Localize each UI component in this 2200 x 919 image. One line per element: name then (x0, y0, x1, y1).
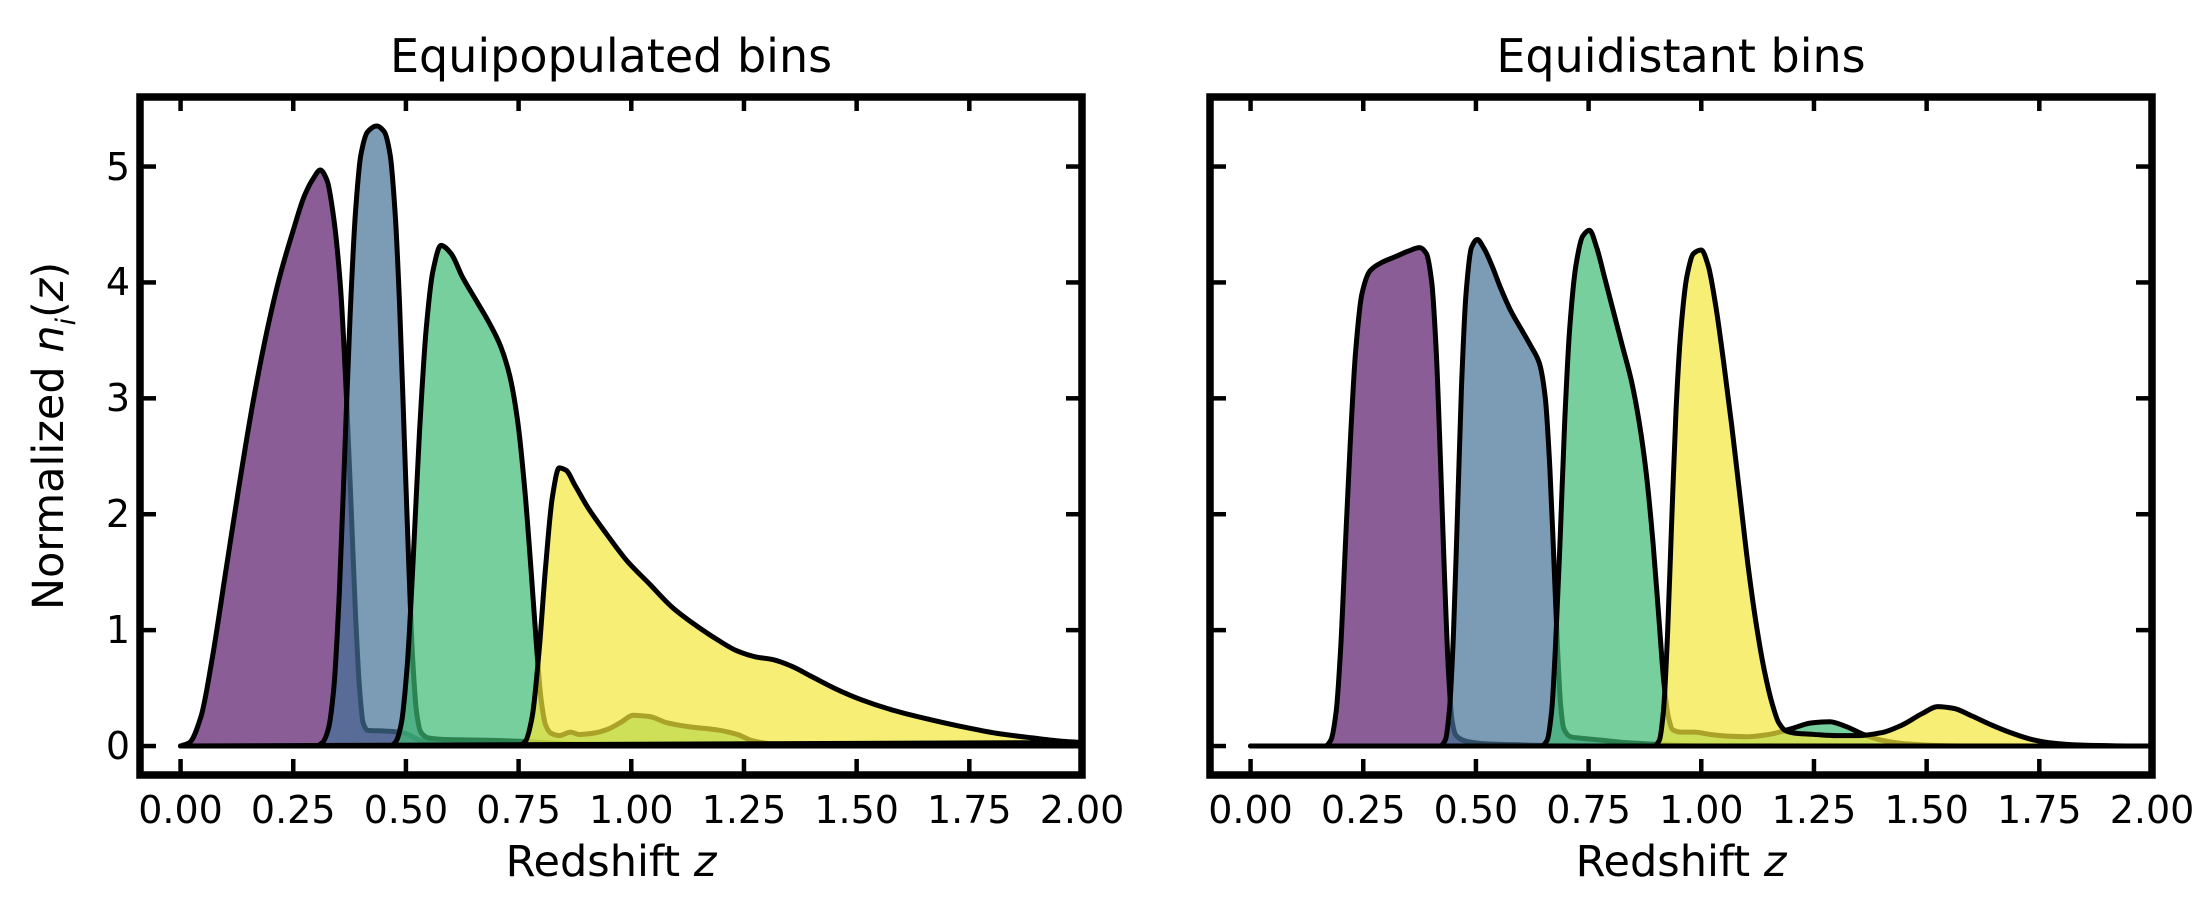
y-tick-label: 0 (105, 724, 130, 769)
kde-curve-equidistant-bin4 (1248, 247, 2155, 749)
x-tick-label: 1.00 (588, 788, 674, 832)
x-tick-label: 0.25 (250, 788, 336, 832)
axis-frame-equipopulated (136, 93, 1086, 779)
x-tick-label: 0.50 (1433, 788, 1519, 832)
x-tick-label: 0.75 (476, 788, 561, 832)
x-tick-label: 2.00 (1039, 788, 1125, 832)
x-tick-label: 1.50 (1884, 788, 1969, 832)
x-tick-label: 1.50 (814, 788, 899, 832)
x-tick-label: 0.00 (138, 788, 223, 832)
panel-title-equipopulated: Equipopulated bins (389, 29, 833, 83)
axis-label-part: Redshift (505, 837, 694, 887)
x-tick-label: 0.00 (1208, 788, 1293, 832)
y-tick-label: 1 (105, 608, 130, 653)
panel-title-equidistant: Equidistant bins (1496, 29, 1866, 83)
x-tick-label: 1.00 (1658, 788, 1744, 832)
x-tick-label: 1.75 (927, 788, 1012, 832)
kde-curve-equidistant-bin3 (1248, 227, 2155, 749)
axis-label-part: z (693, 837, 717, 887)
x-tick-label: 1.25 (1771, 788, 1857, 832)
x-tick-label: 0.25 (1320, 788, 1406, 832)
axis-label-part: Redshift (1575, 837, 1764, 887)
x-axis-label-left: Redshift z (140, 838, 1082, 886)
x-tick-label: 1.25 (701, 788, 787, 832)
y-tick-label: 4 (105, 260, 130, 305)
kde-curve-equipopulated-bin4 (178, 465, 1085, 749)
x-tick-label: 1.75 (1997, 788, 2082, 832)
x-axis-label-right: Redshift z (1210, 838, 2152, 886)
y-tick-label: 5 (105, 144, 130, 189)
axis-frame-equidistant (1206, 93, 2156, 779)
x-tick-label: 0.75 (1546, 788, 1631, 832)
axis-label-part: z (1763, 837, 1787, 887)
x-tick-label: 0.50 (363, 788, 449, 832)
axis-label-part: n (24, 325, 75, 353)
y-tick-label: 3 (105, 376, 130, 421)
x-tick-label: 2.00 (2109, 788, 2195, 832)
y-axis-label: Normalized ni(z) (24, 262, 91, 610)
y-tick-label: 2 (105, 492, 130, 537)
axis-label-part: i (50, 317, 82, 326)
